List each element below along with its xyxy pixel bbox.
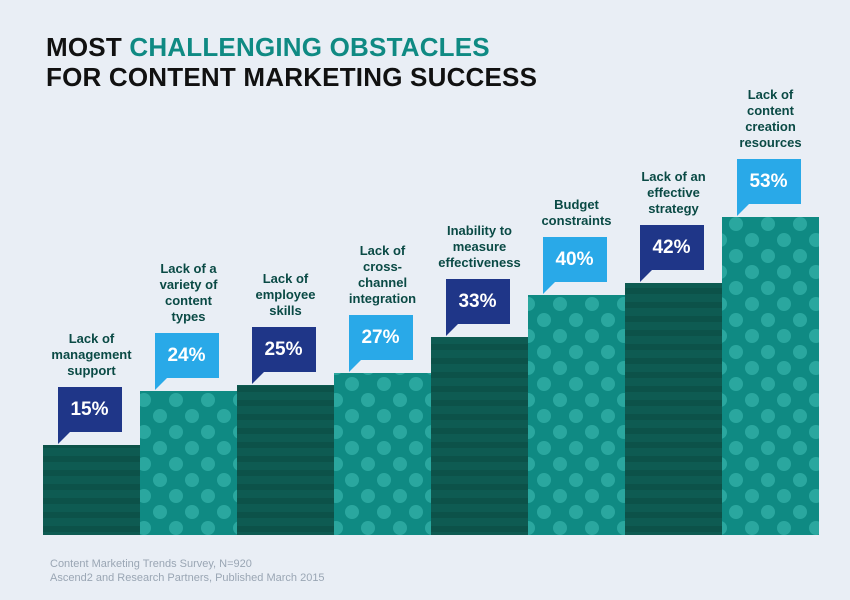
category-label-line: Lack of [68,331,115,346]
category-label-line: channel [357,275,408,290]
category-label-line: Lack of an [641,169,706,184]
category-label-8: Lack of content creation resources [721,87,821,151]
category-label-line: effective [647,185,700,200]
value-label-3: 25% [251,327,316,384]
source-line-2: Ascend2 and Research Partners, Published… [50,572,325,584]
category-label-5: Inability to measure effectiveness [430,223,530,271]
category-label-line: effectiveness [438,255,521,270]
title-line-2: FOR CONTENT MARKETING SUCCESS [46,62,538,92]
value-label-6: 40% [542,237,607,294]
category-label-line: skills [269,303,302,318]
source-note: Content Marketing Trends Survey, N=920 A… [50,557,325,585]
category-label-line: cross- [362,259,403,274]
value-label-8: 53% [736,159,801,216]
category-label-line: strategy [648,201,699,216]
category-label-line: support [67,363,116,378]
category-label-line: Lack of [747,87,794,102]
bar-3 [237,385,334,535]
category-label-line: resources [739,135,802,150]
bar-6 [528,295,625,535]
value-label-4: 27% [348,315,413,372]
bar-5 [431,337,528,535]
value-label-7: 42% [639,225,704,282]
value-label-2: 24% [154,333,219,390]
bar-1 [43,445,140,535]
bar-2 [140,391,237,535]
category-label-line: measure [452,239,507,254]
category-label-line: employee [255,287,316,302]
category-label-line: variety of [159,277,218,292]
bar-7 [625,283,722,535]
source-line-1: Content Marketing Trends Survey, N=920 [50,558,252,570]
category-label-line: Budget [554,197,599,212]
category-label-3: Lack of employee skills [236,271,336,319]
value-label-5: 33% [445,279,510,336]
category-label-line: content [747,103,794,118]
value-label-1: 15% [57,387,122,444]
title-accent: CHALLENGING OBSTACLES [129,32,490,62]
category-label-line: Inability to [447,223,512,238]
bars-layer [43,217,819,535]
category-label-line: content [165,293,212,308]
category-label-line: constraints [541,213,612,228]
category-label-1: Lack of management support [42,331,142,379]
bar-4 [334,373,431,535]
category-label-line: integration [348,291,417,306]
category-label-line: Lack of a [160,261,217,276]
bar-8 [722,217,819,535]
category-label-6: Budget constraints [527,197,627,229]
chart-title: MOST CHALLENGING OBSTACLES FOR CONTENT M… [46,32,537,92]
category-label-line: Lack of [359,243,406,258]
title-prefix: MOST [46,32,130,62]
title-line-1: MOST CHALLENGING OBSTACLES [46,32,537,62]
category-label-4: Lack of cross-channel integration [333,243,433,307]
category-label-line: management [51,347,132,362]
category-label-7: Lack of an effective strategy [624,169,724,217]
category-label-line: Lack of [262,271,309,286]
category-label-line: types [171,309,206,324]
category-label-line: creation [745,119,796,134]
category-label-2: Lack of a variety of content types [139,261,239,325]
